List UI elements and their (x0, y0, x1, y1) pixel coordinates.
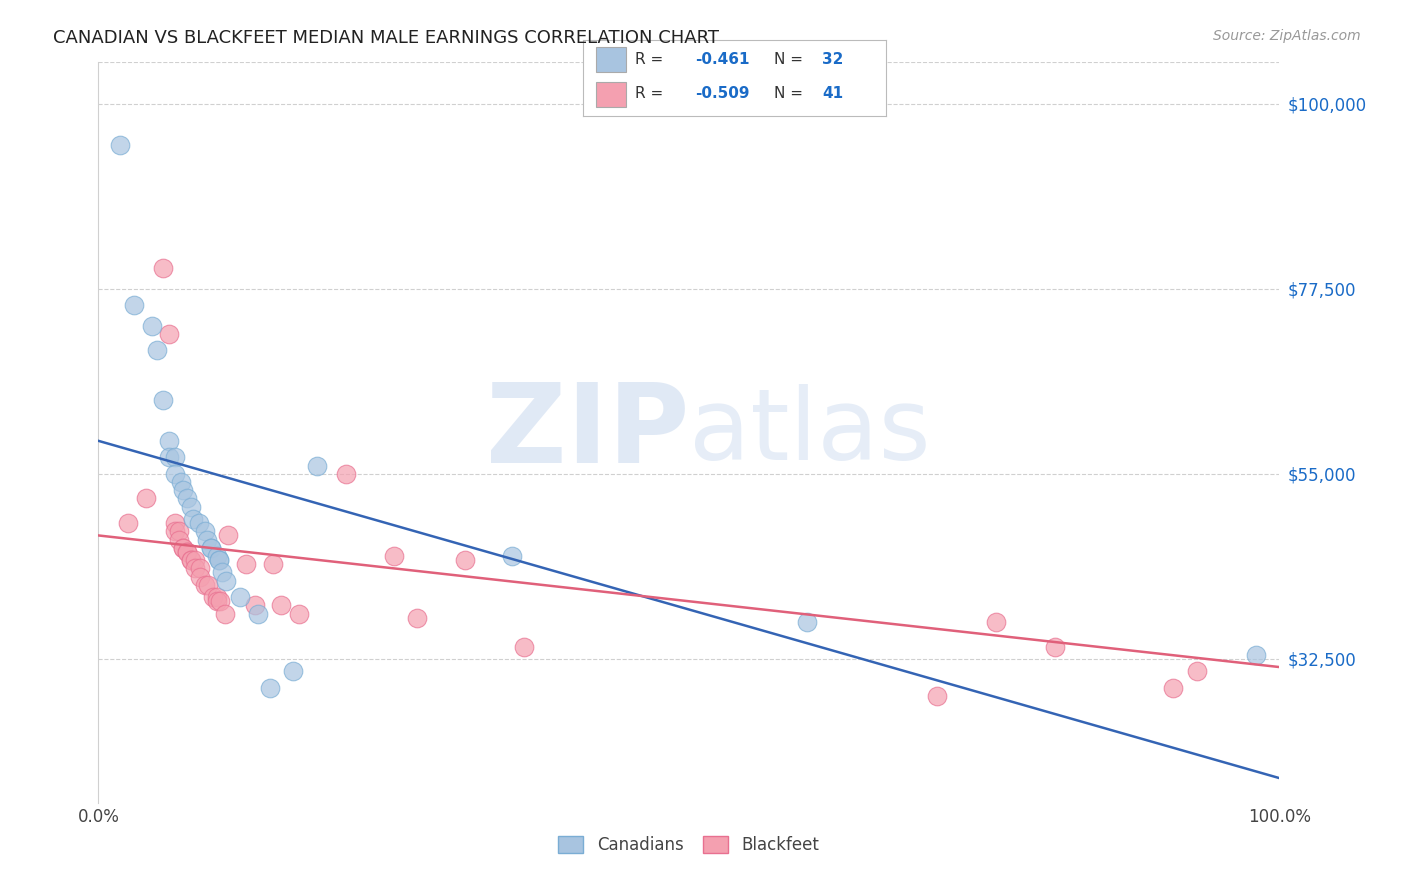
Point (141, 318, 163, 333)
Point (246, 607, 269, 621)
Point (406, 611, 429, 625)
Point (172, 541, 194, 555)
Point (200, 541, 222, 555)
Point (288, 607, 311, 621)
Point (200, 541, 222, 555)
Text: R =: R = (636, 87, 664, 101)
Point (229, 590, 252, 604)
Point (108, 137, 131, 152)
Point (208, 553, 231, 567)
Point (181, 512, 204, 526)
Text: CANADIAN VS BLACKFEET MEDIAN MALE EARNINGS CORRELATION CHART: CANADIAN VS BLACKFEET MEDIAN MALE EARNIN… (53, 29, 720, 46)
Point (180, 553, 202, 567)
Point (157, 434, 180, 448)
Text: 41: 41 (823, 87, 844, 101)
Point (187, 516, 209, 530)
Text: 32: 32 (823, 52, 844, 67)
Point (157, 326, 180, 341)
Point (188, 561, 211, 575)
Point (382, 549, 405, 563)
Point (176, 545, 198, 559)
Point (1043, 640, 1066, 654)
Point (235, 558, 257, 572)
Point (205, 590, 228, 604)
Point (201, 590, 224, 604)
Point (180, 500, 202, 514)
Legend: Canadians, Blackfeet: Canadians, Blackfeet (551, 830, 827, 861)
Point (167, 524, 190, 539)
Point (194, 524, 217, 539)
Point (335, 467, 357, 481)
Point (172, 541, 194, 555)
Point (184, 553, 207, 567)
Point (259, 681, 281, 695)
Point (925, 689, 948, 703)
Point (172, 483, 194, 498)
Point (245, 599, 267, 613)
Point (453, 553, 475, 567)
Point (984, 615, 1007, 629)
Point (122, 298, 145, 312)
Point (205, 594, 228, 608)
Point (165, 516, 187, 530)
Point (209, 594, 232, 608)
Point (205, 549, 228, 563)
Point (152, 261, 174, 276)
Point (501, 549, 523, 563)
Point (214, 607, 236, 621)
Point (217, 528, 239, 542)
Point (1185, 664, 1208, 678)
Point (796, 615, 818, 629)
Text: Source: ZipAtlas.com: Source: ZipAtlas.com (1213, 29, 1361, 43)
Text: atlas: atlas (689, 384, 931, 481)
Point (195, 533, 218, 547)
Text: -0.509: -0.509 (696, 87, 749, 101)
Point (180, 553, 202, 567)
Text: ZIP: ZIP (485, 379, 689, 486)
FancyBboxPatch shape (596, 82, 626, 107)
Point (194, 578, 217, 592)
Point (1244, 648, 1267, 662)
Text: -0.461: -0.461 (696, 52, 749, 67)
Point (283, 664, 305, 678)
FancyBboxPatch shape (596, 47, 626, 72)
Point (167, 533, 190, 547)
Point (157, 450, 180, 465)
Point (176, 545, 198, 559)
Point (152, 392, 174, 407)
Point (512, 640, 534, 654)
Text: N =: N = (773, 87, 803, 101)
Point (165, 467, 187, 481)
Point (270, 599, 292, 613)
Point (208, 553, 231, 567)
Text: N =: N = (773, 52, 803, 67)
Point (262, 558, 284, 572)
Point (176, 491, 198, 506)
Point (184, 561, 207, 575)
Point (117, 516, 139, 530)
Point (165, 524, 187, 539)
Point (211, 566, 233, 580)
Point (215, 574, 238, 588)
Point (165, 450, 187, 465)
Point (305, 458, 328, 473)
Point (188, 569, 211, 583)
Text: R =: R = (636, 52, 664, 67)
Point (170, 475, 193, 489)
Point (135, 491, 157, 506)
Point (197, 578, 219, 592)
Point (1161, 681, 1184, 695)
Point (146, 343, 169, 358)
